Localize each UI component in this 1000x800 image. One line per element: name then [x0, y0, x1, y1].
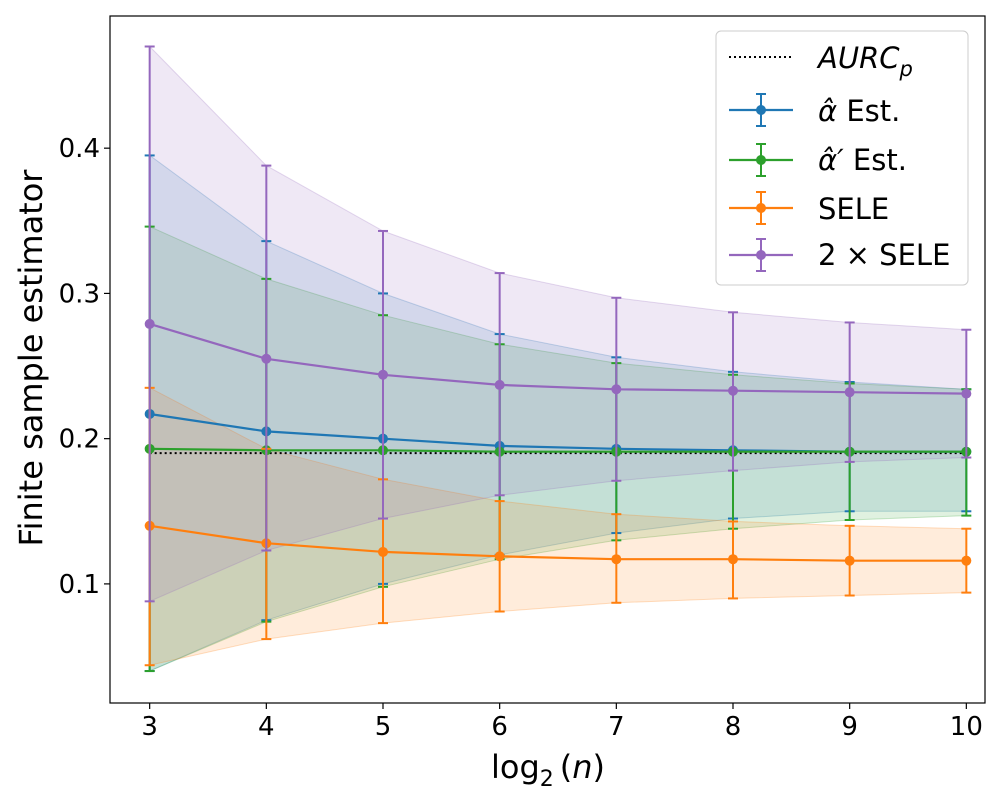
y-tick-label-2: 0.3 [59, 279, 100, 309]
point-3-7 [961, 388, 972, 399]
point-2-7 [961, 555, 972, 566]
point-2-6 [844, 555, 855, 566]
legend-label-2sele: 2 × SELE [818, 238, 950, 272]
legend-entries [729, 56, 793, 272]
x-tick-label-4: 7 [608, 712, 625, 742]
x-axis-title-sub: 2 [540, 767, 554, 792]
series-layer [144, 45, 972, 673]
series-line-3 [149, 322, 967, 395]
x-tick-label-1: 4 [258, 712, 275, 742]
legend: AURCp α̂ Est. α̂′ Est. SELE 2 × SELE [715, 30, 969, 286]
x-tick-label-0: 3 [141, 712, 158, 742]
legend-label-alpha-hat: α̂ Est. [818, 94, 900, 128]
point-3-3 [494, 379, 505, 390]
confidence-bands [149, 45, 967, 672]
point-2-5 [728, 554, 738, 565]
legend-label-alpha-hat-prime: α̂′ Est. [818, 143, 907, 177]
y-tick-label-3: 0.4 [59, 134, 100, 164]
x-tick-label-6: 9 [841, 712, 858, 742]
legend-symbol-marker-0 [756, 105, 766, 115]
legend-label-sele: SELE [818, 192, 889, 226]
series-line-1 [149, 447, 967, 453]
x-axis-title-log: log [491, 748, 540, 786]
legend-symbol-marker-3 [756, 250, 766, 260]
point-2-3 [494, 551, 505, 562]
x-tick-label-7: 10 [950, 712, 983, 742]
legend-symbol-marker-1 [756, 155, 766, 165]
point-3-0 [144, 318, 155, 329]
legend-label-aurc: AURCp [816, 41, 913, 81]
y-axis-ticks: 0.1 0.2 0.3 0.4 [59, 134, 110, 600]
point-3-1 [261, 353, 272, 364]
y-axis-title: Finite sample estimator [12, 169, 50, 547]
x-axis-title: log2 (n) [491, 748, 605, 792]
point-2-2 [378, 546, 388, 557]
x-tick-label-2: 5 [375, 712, 392, 742]
point-3-6 [844, 387, 855, 398]
plot-frame [109, 15, 986, 704]
y-tick-label-0: 0.1 [59, 570, 100, 600]
series-3 [144, 45, 972, 603]
point-3-4 [611, 384, 622, 395]
legend-frame [715, 30, 969, 286]
point-3-5 [728, 385, 738, 396]
x-axis-ticks: 3 4 5 6 7 8 9 10 [141, 703, 983, 742]
x-tick-label-3: 6 [491, 712, 508, 742]
series-line-2 [149, 524, 967, 562]
point-3-2 [378, 369, 388, 380]
legend-symbol-marker-2 [756, 203, 766, 213]
x-tick-label-5: 8 [725, 712, 742, 742]
x-axis-title-arg: (n) [560, 748, 605, 786]
y-tick-label-1: 0.2 [59, 425, 100, 455]
point-2-4 [611, 554, 622, 565]
